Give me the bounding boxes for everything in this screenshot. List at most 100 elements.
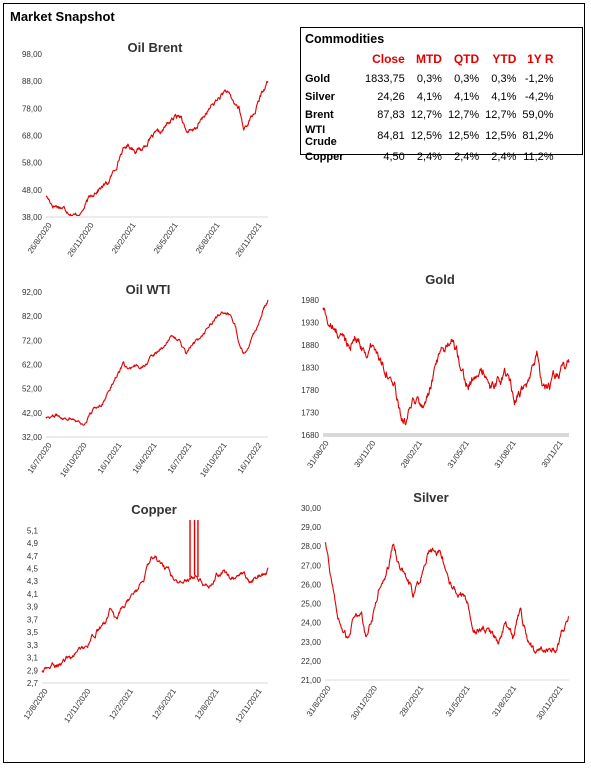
row-name: Silver [305,91,335,103]
y-tick-label: 38,00 [22,213,43,222]
y-tick-label: 1780 [301,386,319,395]
y-tick-label: 24,00 [301,619,322,628]
series-line [322,307,570,426]
y-tick-label: 92,00 [22,288,43,297]
y-tick-label: 3,9 [27,603,39,612]
x-tick-label: 16/4/2021 [131,441,159,476]
header-1yr: 1Y R [527,52,554,66]
table-title: Commodities [305,32,385,46]
row-mtd: 2,4% [416,151,442,163]
y-tick-label: 58,00 [22,159,43,168]
row-name: Gold [305,73,331,85]
y-tick-label: 30,00 [301,504,322,513]
x-tick-label: 12/8/2020 [22,687,50,722]
y-tick-label: 82,00 [22,312,43,321]
x-tick-label: 26/11/2021 [234,221,264,259]
table-row: Copper 4,50 2,4% 2,4% 2,4% 11,2% [304,148,557,166]
x-tick-label: 26/8/2020 [26,221,54,256]
x-tick-label: 28/02/21 [399,439,425,470]
row-close: 87,83 [377,109,405,121]
x-tick-label: 16/10/2021 [198,441,229,479]
chart-title: Oil WTI [126,282,171,297]
x-tick-label: 16/10/2020 [58,441,89,479]
row-mtd: 4,1% [416,91,442,103]
y-tick-label: 1880 [301,341,319,350]
chart-svg: Oil Brent 98,00 88,00 78,00 68,00 58,00 48,00 3… [22,40,269,259]
chart-copper: Copper 5,1 4,9 4,7 4,5 4,3 4,1 3,9 3,7 3,5 3,3 3,1 2… [8,500,276,755]
x-tick-label: 26/8/2021 [194,221,222,256]
y-tick-label: 3,3 [27,641,39,650]
y-tick-label: 22,00 [301,657,322,666]
chart-svg: Gold 1980 1930 1880 1830 1780 1730 168031/08/20… [301,272,570,470]
row-1yr: 81,2% [522,130,554,142]
header-close: Close [372,52,405,66]
y-tick-label: 88,00 [22,77,43,86]
y-tick-label: 4,3 [27,577,39,586]
header-qtd: QTD [453,52,480,66]
x-tick-label: 30/11/21 [540,439,565,470]
row-ytd: 0,3% [491,73,517,85]
row-name: WTI Crude [305,124,337,148]
header-ytd: YTD [492,52,517,66]
x-tick-label: 31/8/2021 [490,684,518,719]
row-1yr: -4,2% [524,91,554,103]
header-mtd: MTD [415,52,442,66]
chart-wti: Oil WTI 92,00 82,00 72,00 62,00 52,00 42,00 32,… [8,280,276,495]
page-frame [3,3,585,763]
x-tick-label: 26/11/2020 [66,221,96,259]
chart-svg: Oil WTI 92,00 82,00 72,00 62,00 52,00 42,00 32,… [22,282,269,479]
x-tick-label: 12/11/2020 [62,687,92,725]
y-tick-label: 2,7 [27,679,39,688]
row-1yr: 59,0% [522,109,554,121]
series-line [324,541,570,654]
y-tick-label: 42,00 [22,409,43,418]
table-row: Gold 1833,75 0,3% 0,3% 0,3% -1,2% [304,70,557,88]
row-ytd: 2,4% [491,151,517,163]
y-tick-label: 3,1 [27,654,39,663]
x-tick-label: 31/5/2021 [444,684,472,719]
row-qtd: 4,1% [454,91,480,103]
row-close: 1833,75 [365,73,405,85]
y-tick-label: 28,00 [301,542,322,551]
chart-svg: Copper 5,1 4,9 4,7 4,5 4,3 4,1 3,9 3,7 3,5 3,3 3,1 2… [22,502,269,725]
x-tick-label: 12/8/2021 [193,687,221,722]
y-tick-label: 1830 [301,364,319,373]
row-ytd: 12,7% [485,109,517,121]
chart-svg: Silver 30,00 29,00 28,00 27,00 26,00 25,00 24,0… [301,490,570,722]
row-mtd: 12,5% [410,130,442,142]
x-tick-label: 16/7/2021 [166,441,194,476]
row-mtd: 12,7% [410,109,442,121]
y-tick-label: 4,7 [27,552,39,561]
commodities-table: Close MTD QTD YTD 1Y R Gold 1833,75 0,3%… [304,50,557,166]
x-tick-label: 16/1/2022 [236,441,264,476]
row-ytd: 12,5% [485,130,517,142]
y-tick-label: 72,00 [22,336,43,345]
row-qtd: 12,5% [447,130,480,142]
y-tick-label: 3,5 [27,628,39,637]
row-qtd: 0,3% [454,73,480,85]
y-tick-label: 21,00 [301,676,322,685]
x-tick-label: 30/11/2020 [349,684,379,722]
chart-silver: Silver 30,00 29,00 28,00 27,00 26,00 25,00 24,0… [285,488,581,758]
y-tick-label: 62,00 [22,361,43,370]
row-close: 84,81 [377,130,405,142]
x-tick-label: 26/2/2021 [110,221,138,256]
row-close: 4,50 [383,151,405,163]
y-tick-label: 27,00 [301,561,322,570]
row-close: 24,26 [377,91,405,103]
table-row: Brent 87,83 12,7% 12,7% 12,7% 59,0% [304,106,557,124]
y-tick-label: 78,00 [22,104,43,113]
row-1yr: 11,2% [523,151,554,163]
chart-gold: Gold 1980 1930 1880 1830 1780 1730 1680 31/08/20… [285,268,581,495]
row-ytd: 4,1% [491,91,517,103]
y-tick-label: 4,5 [27,565,39,574]
y-tick-label: 48,00 [22,186,43,195]
page-title: Market Snapshot [10,9,115,24]
x-tick-label: 12/11/2021 [234,687,264,725]
y-tick-label: 5,1 [27,526,39,535]
chart-title: Gold [425,272,455,287]
x-tick-label: 16/1/2021 [96,441,124,476]
y-tick-label: 32,00 [22,433,43,442]
y-tick-label: 4,1 [27,590,39,599]
x-tick-label: 31/08/20 [305,439,331,470]
